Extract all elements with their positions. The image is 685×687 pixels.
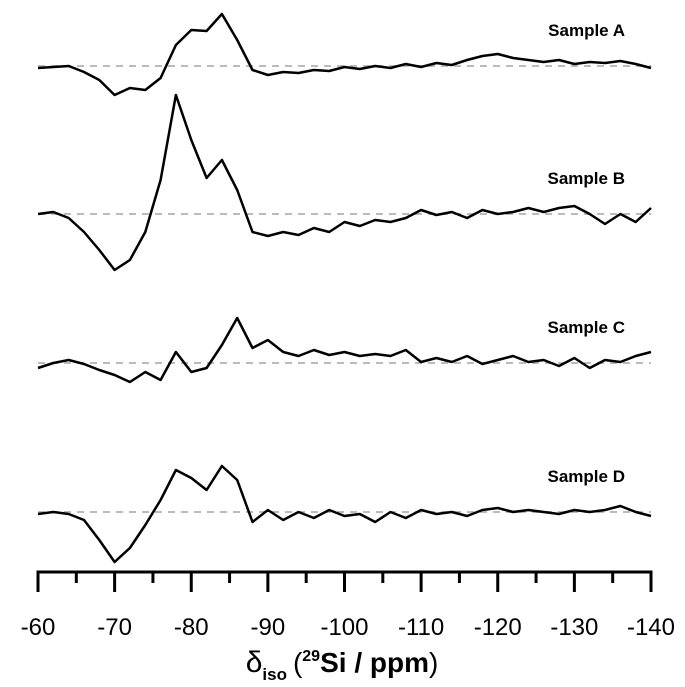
- sample-label: Sample C: [548, 318, 625, 337]
- x-tick-label: -120: [474, 614, 522, 641]
- x-label-subscript: iso: [262, 665, 287, 684]
- x-label-main: Si / ppm: [320, 647, 429, 678]
- x-label-open: (: [293, 647, 303, 678]
- x-tick-label: -70: [97, 614, 132, 641]
- x-tick-label: -80: [174, 614, 209, 641]
- spectrum-line: [37, 12, 652, 97]
- sample-label: Sample A: [548, 21, 625, 40]
- x-tick-label: -90: [251, 614, 286, 641]
- x-label-symbol: δ: [246, 646, 263, 679]
- x-label-superscript: 29: [302, 648, 320, 665]
- x-tick-label: -130: [550, 614, 598, 641]
- sample-label: Sample B: [548, 169, 625, 188]
- x-tick-label: -100: [320, 614, 368, 641]
- x-axis-label: δiso (29Si / ppm): [246, 646, 439, 684]
- x-tick-label: -60: [21, 614, 56, 641]
- spectrum-line: [37, 316, 652, 384]
- x-label-close: ): [429, 647, 438, 678]
- x-tick-label: -110: [398, 614, 444, 641]
- sample-label: Sample D: [548, 467, 625, 486]
- spectrum-line: [37, 464, 652, 564]
- x-tick-label: -140: [627, 614, 675, 641]
- spectrum-line: [37, 93, 652, 272]
